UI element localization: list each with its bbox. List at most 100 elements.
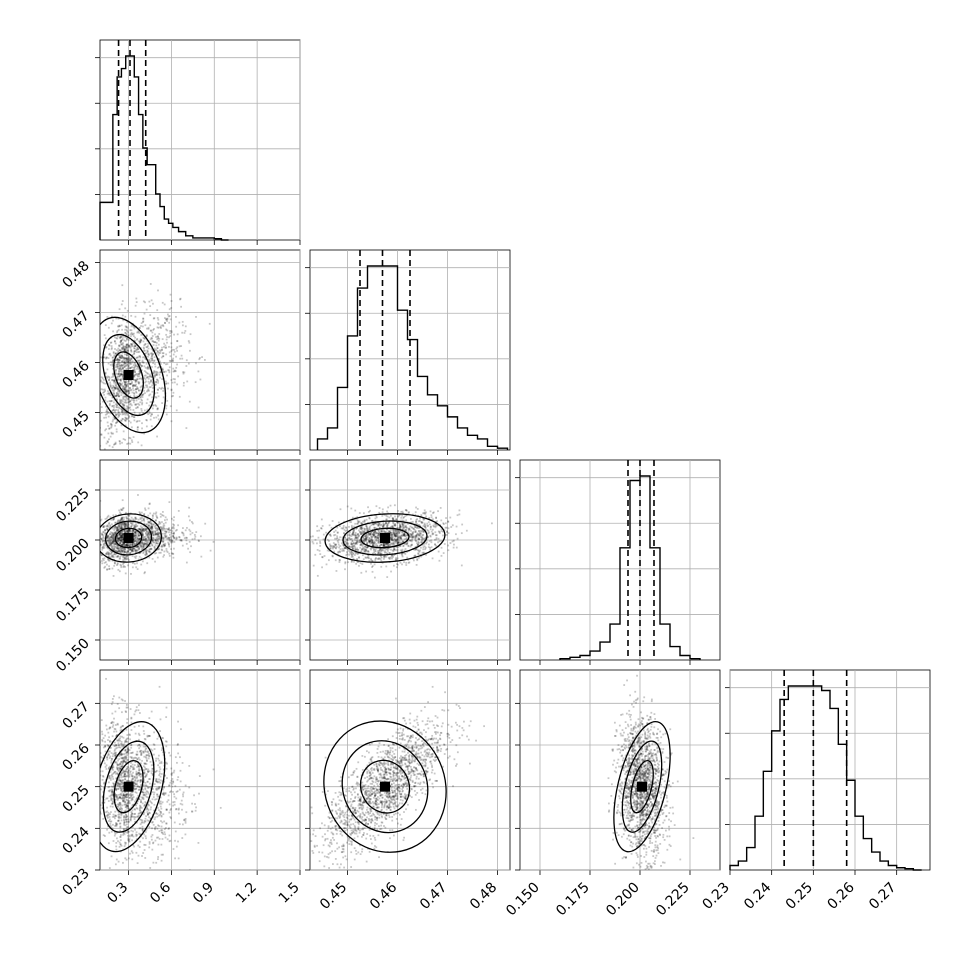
- scatter-point: [393, 538, 396, 541]
- scatter-point: [119, 402, 122, 404]
- scatter-point: [123, 547, 126, 550]
- scatter-point: [371, 543, 374, 546]
- scatter-point: [129, 382, 132, 385]
- scatter-point: [134, 361, 136, 364]
- scatter-point: [175, 538, 178, 541]
- scatter-point: [361, 527, 364, 530]
- scatter-point: [124, 525, 127, 528]
- scatter-point: [147, 536, 149, 539]
- scatter-point: [136, 347, 139, 350]
- scatter-point: [148, 521, 151, 524]
- scatter-point: [126, 530, 129, 533]
- scatter-point: [370, 542, 373, 544]
- scatter-point: [145, 352, 147, 355]
- scatter-point: [111, 537, 114, 540]
- scatter-point: [102, 534, 105, 537]
- scatter-point: [116, 359, 119, 361]
- scatter-point: [109, 525, 112, 528]
- scatter-point: [105, 442, 108, 445]
- scatter-point: [134, 557, 137, 559]
- scatter-point: [119, 522, 122, 525]
- scatter-point: [382, 525, 385, 528]
- scatter-point: [351, 551, 354, 554]
- scatter-point: [411, 538, 414, 540]
- scatter-point: [385, 545, 388, 548]
- scatter-point: [118, 395, 121, 398]
- scatter-point: [125, 523, 127, 526]
- scatter-point: [407, 527, 410, 530]
- scatter-point: [353, 537, 356, 540]
- scatter-point: [130, 349, 133, 352]
- scatter-point: [384, 531, 387, 534]
- scatter-point: [377, 529, 380, 532]
- scatter-point: [118, 520, 121, 523]
- scatter-point: [316, 542, 318, 545]
- scatter-point: [392, 542, 395, 545]
- scatter-point: [129, 345, 132, 348]
- scatter-point: [389, 533, 392, 536]
- scatter-point: [140, 531, 143, 534]
- scatter-point: [156, 347, 159, 350]
- scatter-point: [120, 509, 123, 511]
- scatter-point: [121, 536, 124, 539]
- scatter-point: [137, 348, 140, 351]
- scatter-point: [137, 535, 140, 537]
- scatter-point: [382, 544, 385, 546]
- scatter-point: [121, 357, 124, 359]
- scatter-point: [119, 341, 122, 344]
- scatter-point: [348, 526, 350, 528]
- scatter-point: [152, 530, 155, 533]
- scatter-point: [392, 556, 394, 558]
- scatter-point: [168, 369, 171, 372]
- scatter-point: [113, 548, 116, 551]
- scatter-point: [316, 529, 319, 532]
- scatter-point: [409, 536, 412, 538]
- scatter-point: [102, 391, 105, 394]
- scatter-point: [364, 549, 367, 552]
- scatter-point: [352, 548, 354, 550]
- scatter-point: [126, 406, 129, 409]
- scatter-point: [392, 543, 394, 546]
- scatter-point: [132, 384, 135, 386]
- scatter-point: [407, 531, 410, 534]
- scatter-point: [120, 523, 123, 526]
- scatter-point: [334, 543, 337, 546]
- scatter-point: [136, 387, 139, 390]
- scatter-point: [442, 534, 444, 537]
- scatter-point: [113, 418, 116, 420]
- scatter-point: [150, 522, 153, 525]
- scatter-point: [175, 537, 178, 540]
- scatter-point: [395, 540, 398, 543]
- scatter-point: [131, 542, 134, 545]
- scatter-point: [117, 411, 120, 413]
- scatter-point: [384, 543, 387, 546]
- scatter-point: [118, 532, 120, 535]
- scatter-point: [138, 412, 141, 415]
- scatter-point: [167, 528, 169, 531]
- scatter-point: [117, 524, 120, 527]
- scatter-point: [105, 517, 108, 520]
- scatter-point: [408, 533, 411, 535]
- scatter-point: [420, 546, 422, 549]
- scatter-point: [120, 407, 122, 410]
- scatter-point: [171, 360, 174, 362]
- scatter-point: [136, 549, 139, 552]
- scatter-point: [399, 545, 402, 548]
- scatter-point: [120, 538, 123, 541]
- scatter-point: [136, 545, 139, 548]
- scatter-point: [109, 540, 112, 543]
- scatter-point: [119, 364, 121, 367]
- scatter-point: [123, 361, 125, 364]
- density-peak: [380, 533, 390, 543]
- scatter-point: [149, 527, 152, 530]
- scatter-point: [395, 529, 398, 532]
- scatter-point: [91, 441, 93, 443]
- scatter-point: [446, 530, 448, 533]
- x-tick-label: 0.3: [104, 880, 131, 907]
- scatter-point: [155, 552, 158, 554]
- scatter-point: [156, 556, 159, 559]
- scatter-point: [336, 531, 339, 534]
- scatter-point: [389, 537, 392, 540]
- scatter-point: [156, 538, 159, 541]
- scatter-point: [427, 536, 430, 539]
